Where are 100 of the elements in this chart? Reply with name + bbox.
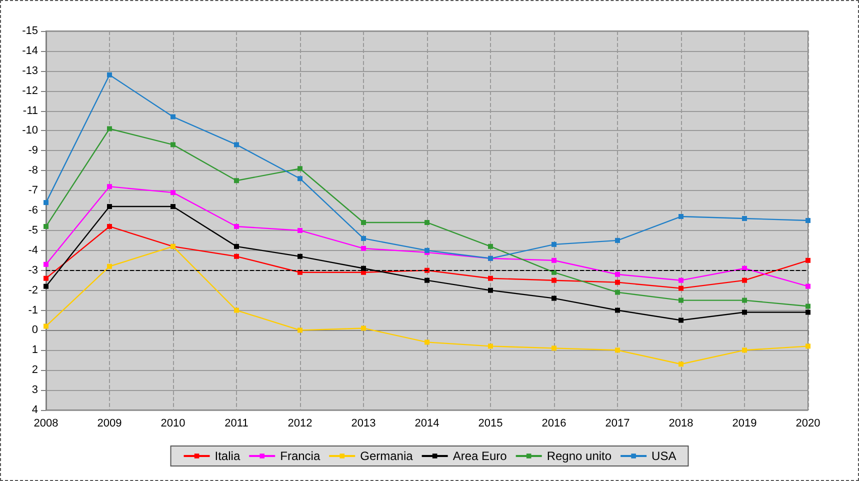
point — [552, 242, 556, 247]
y-tick-label: -12 — [22, 84, 38, 97]
y-tick-label: -3 — [28, 264, 38, 276]
point — [107, 72, 112, 78]
point — [107, 224, 112, 229]
point — [298, 166, 302, 172]
legend-label: Italia — [214, 449, 240, 463]
point — [107, 264, 112, 269]
point — [742, 310, 747, 315]
legend-label: Germania — [360, 449, 414, 463]
point — [552, 278, 556, 283]
y-tick-label: 1 — [32, 344, 38, 356]
y-tick-label: 0 — [32, 324, 38, 336]
x-tick-label: 2010 — [160, 418, 186, 430]
point — [806, 304, 810, 309]
point — [615, 290, 620, 295]
point — [107, 184, 112, 190]
point — [552, 346, 556, 351]
y-tick-label: -8 — [28, 164, 38, 177]
y-tick-label: -5 — [28, 224, 38, 236]
x-tick-label: 2020 — [796, 418, 820, 430]
x-tick-label: 2017 — [605, 418, 630, 430]
point — [170, 114, 176, 120]
point — [298, 328, 302, 333]
y-tick-label: 4 — [32, 404, 38, 416]
x-tick-label: 2013 — [351, 418, 376, 430]
point — [806, 344, 810, 349]
point — [806, 310, 810, 315]
legend-label: USA — [652, 449, 676, 463]
point — [170, 190, 176, 196]
point — [234, 308, 239, 313]
point — [298, 254, 302, 259]
y-tick-label: 3 — [32, 384, 38, 396]
point — [44, 262, 48, 267]
point — [424, 278, 430, 283]
y-tick-label: -4 — [28, 244, 38, 256]
x-tick-label: 2019 — [732, 418, 757, 430]
point — [234, 178, 239, 184]
point — [742, 216, 747, 222]
y-tick-label: -2 — [28, 284, 38, 296]
point — [170, 204, 176, 210]
point — [678, 318, 684, 323]
x-tick-label: 2018 — [668, 418, 694, 430]
point — [424, 340, 430, 345]
point — [678, 214, 684, 220]
y-tick-label: 2 — [32, 364, 38, 376]
point — [361, 220, 366, 225]
point — [44, 224, 48, 229]
x-tick-label: 2011 — [224, 418, 248, 430]
y-tick-label: -6 — [28, 204, 38, 217]
point — [552, 296, 556, 301]
point — [298, 228, 302, 233]
point — [488, 288, 493, 293]
x-tick-label: 2012 — [288, 418, 312, 430]
x-tick-label: 2008 — [34, 418, 58, 430]
point — [806, 284, 810, 289]
y-tick-label: -13 — [22, 64, 38, 77]
point — [678, 298, 684, 303]
point — [742, 298, 747, 303]
x-tick-label: 2009 — [97, 418, 122, 430]
y-tick-label: -15 — [22, 25, 38, 37]
y-tick-label: -7 — [28, 184, 38, 197]
point — [678, 278, 684, 283]
point — [615, 280, 620, 285]
point — [552, 258, 556, 263]
y-tick-label: -14 — [22, 44, 38, 57]
point — [488, 244, 493, 249]
point — [44, 324, 48, 329]
point — [742, 278, 747, 283]
point — [361, 236, 366, 241]
y-tick-label: -9 — [28, 144, 38, 157]
point — [234, 142, 239, 148]
y-tick-label: -1 — [28, 304, 38, 316]
point — [424, 220, 430, 225]
point — [615, 272, 620, 277]
legend-label: Regno unito — [546, 449, 612, 463]
point — [234, 244, 239, 249]
point — [678, 286, 684, 291]
legend-label: Francia — [280, 449, 320, 463]
point — [615, 238, 620, 243]
x-tick-label: 2015 — [478, 418, 503, 430]
point — [742, 348, 747, 353]
y-tick-label: -11 — [22, 104, 38, 117]
point — [44, 284, 48, 289]
point — [615, 348, 620, 353]
point — [44, 200, 48, 206]
point — [361, 246, 366, 251]
legend-label: Area Euro — [452, 449, 508, 463]
point — [170, 142, 176, 148]
point — [107, 204, 112, 210]
x-tick-label: 2016 — [542, 418, 566, 430]
point — [806, 258, 810, 263]
point — [615, 308, 620, 313]
point — [234, 224, 239, 229]
x-tick-label: 2014 — [414, 418, 440, 430]
point — [806, 218, 810, 223]
point — [678, 362, 684, 367]
point — [44, 276, 48, 281]
point — [488, 344, 493, 349]
point — [107, 126, 112, 132]
